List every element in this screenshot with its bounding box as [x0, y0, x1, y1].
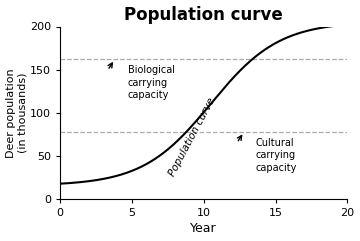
Text: Cultural
carrying
capacity: Cultural carrying capacity: [256, 138, 297, 173]
Y-axis label: Deer population
(in thousands): Deer population (in thousands): [5, 68, 27, 158]
Text: Population curve: Population curve: [167, 96, 217, 178]
Text: Biological
carrying
capacity: Biological carrying capacity: [127, 65, 175, 100]
X-axis label: Year: Year: [190, 222, 217, 235]
Title: Population curve: Population curve: [124, 6, 283, 24]
